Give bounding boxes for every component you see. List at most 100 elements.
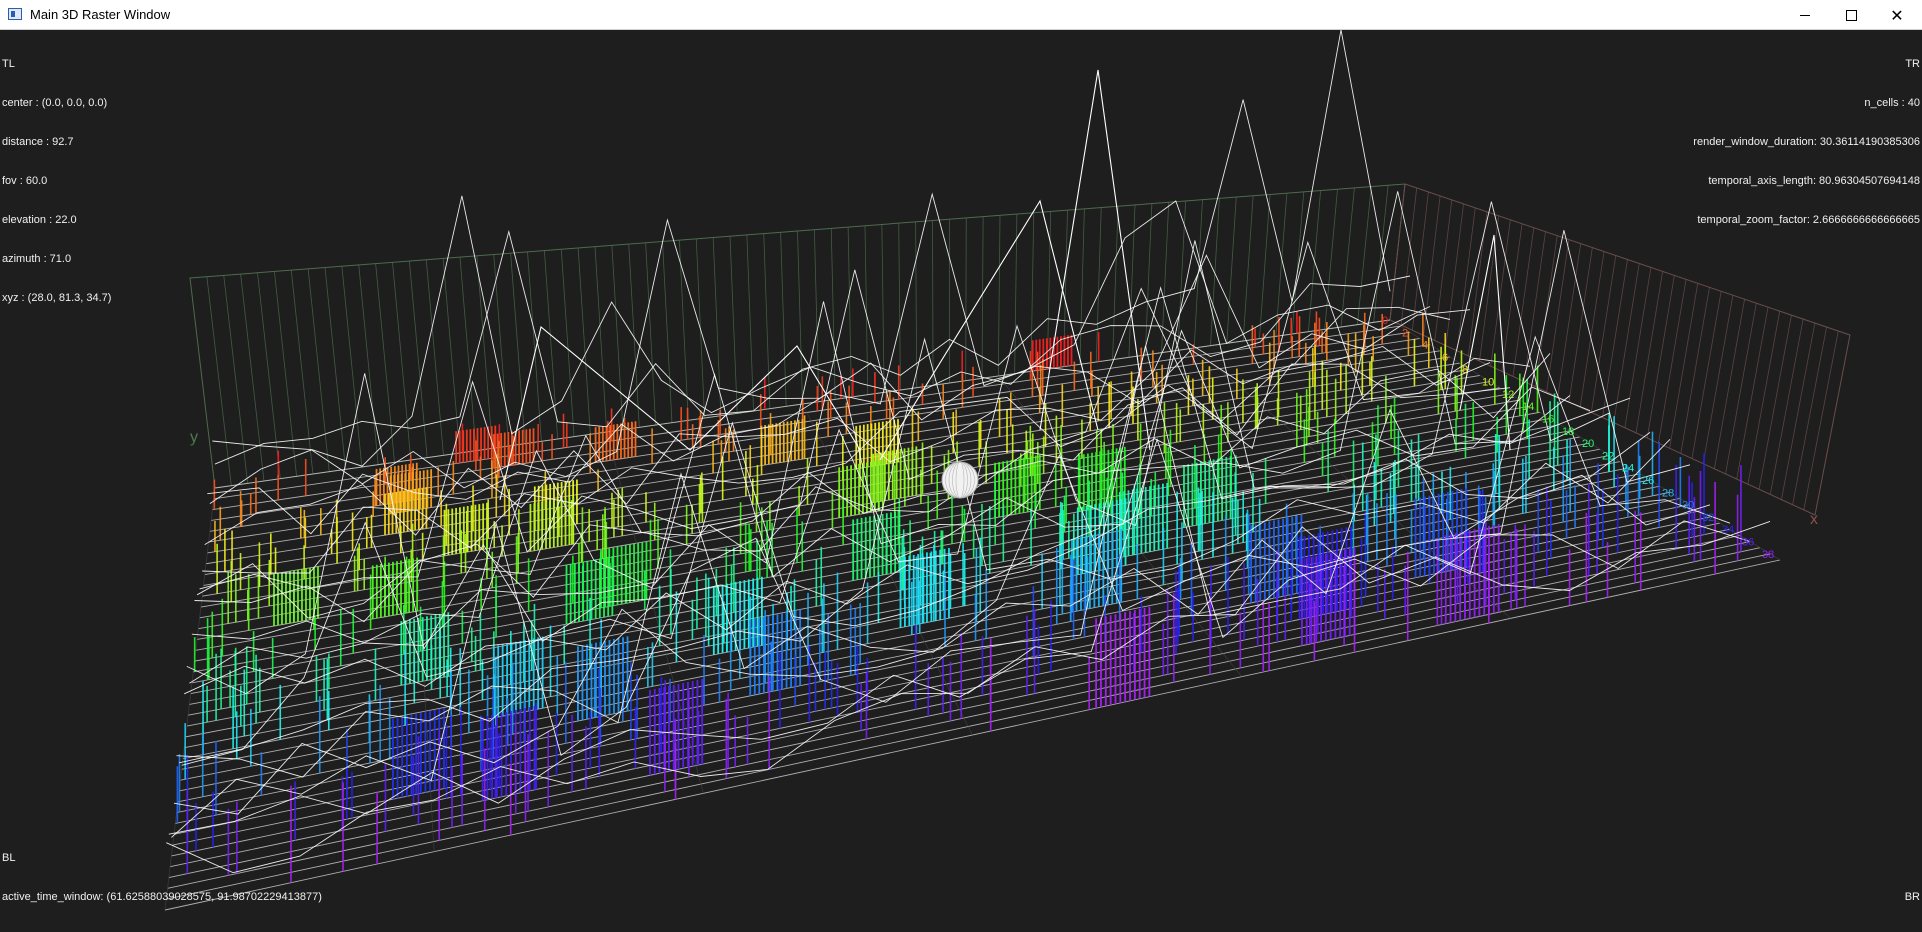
side-wall-grid-line	[1467, 211, 1488, 356]
active-time-window: active_time_window: (61.62588039028575, …	[2, 891, 322, 903]
rate-trace-line	[202, 346, 1491, 574]
side-wall-grid-line	[1579, 251, 1605, 408]
row-index-label: 38	[1762, 549, 1774, 561]
back-wall-grid-line	[1356, 186, 1372, 325]
camera-fov: fov : 60.0	[2, 175, 48, 187]
side-wall-grid-line	[1781, 323, 1816, 500]
row-index-label: 14	[1522, 401, 1534, 413]
back-wall-grid-line	[746, 234, 754, 412]
side-wall-frame	[1389, 183, 1851, 516]
side-wall-grid-line	[1669, 283, 1699, 449]
side-wall-grid-line	[1445, 203, 1464, 346]
side-wall-grid-line	[1702, 295, 1734, 464]
row-index-label: 2	[1402, 327, 1408, 339]
back-wall-grid-line	[1226, 197, 1237, 344]
back-wall-grid-line	[425, 259, 444, 456]
camera-center: center : (0.0, 0.0, 0.0)	[2, 97, 108, 109]
maximize-icon	[1845, 9, 1857, 21]
back-wall-grid-line	[662, 241, 673, 423]
rate-trace-line	[186, 201, 1611, 695]
back-wall-grid-line	[628, 244, 640, 428]
back-wall-grid-line	[560, 249, 575, 437]
rate-trace-peak	[1459, 234, 1511, 451]
back-wall-grid-line	[645, 242, 657, 426]
side-wall-grid-line	[1680, 287, 1710, 454]
rate-trace-line	[181, 286, 1651, 766]
side-wall-grid-line	[1534, 235, 1558, 387]
back-wall-grid-line	[830, 228, 836, 400]
camera-elevation: elevation : 22.0	[2, 214, 77, 226]
back-wall-grid-line	[1144, 203, 1153, 356]
rate-trace-line	[191, 191, 1571, 644]
rate-trace-line	[196, 240, 1531, 619]
back-wall-grid-line	[273, 271, 297, 477]
side-wall-grid-line	[1646, 275, 1675, 439]
side-wall-grid-line	[1523, 231, 1546, 382]
corner-label-bl: BL	[2, 852, 16, 864]
back-wall-grid-line	[932, 220, 934, 386]
back-wall-grid-line	[847, 227, 852, 398]
side-wall-grid-line	[1411, 191, 1429, 331]
side-wall-grid-line	[1713, 299, 1745, 469]
x-axis-label: x	[1810, 511, 1818, 528]
bottom-left-info: BL active_time_window: (61.6258803902857…	[2, 826, 322, 930]
back-wall-grid-line	[206, 276, 232, 486]
back-wall-grid-line	[307, 268, 330, 472]
corner-label-tl: TL	[2, 58, 15, 70]
back-wall-grid-line	[375, 263, 395, 463]
side-wall-grid-line	[1490, 219, 1511, 367]
rate-trace-line	[189, 329, 1591, 684]
minimize-icon	[1800, 14, 1810, 16]
row-index-label: 34	[1722, 524, 1734, 536]
rate-trace-line	[171, 335, 1731, 838]
side-wall-grid-line	[1658, 279, 1687, 444]
temporal-axis-length: temporal_axis_length: 80.96304507694148	[1708, 175, 1920, 187]
back-wall-grid-line	[965, 217, 967, 381]
camera-xyz: xyz : (28.0, 81.3, 34.7)	[2, 292, 112, 304]
back-wall-grid-line	[577, 247, 591, 435]
side-wall-grid-line	[1423, 195, 1441, 336]
side-wall-grid-line	[1434, 199, 1453, 341]
rate-trace-line	[166, 520, 1771, 874]
window-titlebar[interactable]: Main 3D Raster Window ✕	[0, 0, 1922, 30]
row-index-label: 24	[1622, 463, 1634, 475]
back-wall-grid-line	[1014, 214, 1018, 374]
camera-distance: distance : 92.7	[2, 136, 74, 148]
side-wall-grid-line	[1590, 255, 1617, 413]
app-window-icon	[8, 8, 22, 20]
close-button[interactable]: ✕	[1874, 0, 1920, 30]
back-wall-grid-line	[1324, 189, 1338, 330]
row-index-label: 8	[1462, 364, 1468, 376]
back-wall-grid-line	[1259, 194, 1271, 339]
camera-azimuth: azimuth : 71.0	[2, 253, 72, 265]
side-wall-grid-line	[1456, 207, 1476, 351]
back-wall-grid-line	[341, 266, 363, 468]
raster-3d-viewport[interactable]: 0 2 4 6 8 10 12 14 16 18 20 22 24 26 28 30 32 34 36 38 y x TL…	[0, 30, 1922, 932]
minimize-button[interactable]	[1782, 0, 1828, 30]
side-wall-grid-line	[1546, 239, 1570, 392]
close-icon: ✕	[1890, 5, 1904, 25]
back-wall-grid-line	[1095, 207, 1102, 363]
rate-trace-peak	[499, 326, 861, 501]
back-wall-grid-line	[881, 224, 885, 393]
rate-trace-line	[168, 438, 1751, 835]
bottom-right-info: BR	[1905, 865, 1920, 930]
back-wall-grid-line	[898, 223, 901, 391]
row-index-label: 28	[1662, 487, 1674, 499]
back-wall-grid-line	[729, 236, 738, 414]
rate-trace-line	[212, 195, 1411, 467]
side-wall-grid-line	[1725, 303, 1757, 475]
row-index-label: 6	[1442, 352, 1448, 364]
side-wall-grid-line	[1747, 311, 1781, 485]
window-title: Main 3D Raster Window	[30, 7, 171, 22]
rate-trace-line	[176, 230, 1691, 778]
back-wall-grid-line	[290, 270, 314, 475]
back-wall-grid-line	[1210, 198, 1220, 346]
row-index-label: 18	[1562, 426, 1574, 438]
back-wall-grid-line	[981, 216, 984, 379]
back-wall-grid-line	[527, 251, 542, 442]
row-index-label: 10	[1482, 377, 1494, 389]
side-wall-grid-line	[1758, 315, 1792, 490]
maximize-button[interactable]	[1828, 0, 1874, 30]
back-wall-grid-line	[358, 264, 379, 465]
